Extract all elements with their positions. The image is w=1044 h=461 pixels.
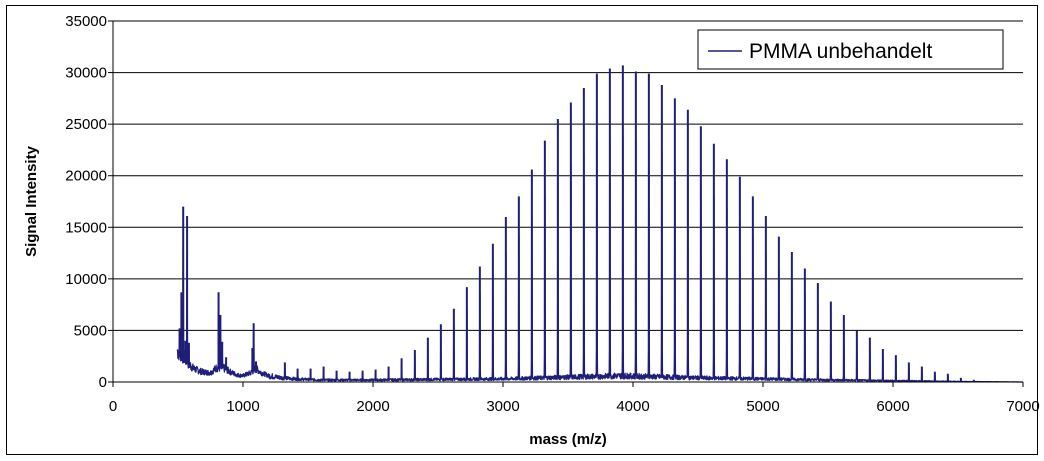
y-tick-label: 5000 bbox=[74, 322, 107, 339]
y-tick-label: 25000 bbox=[65, 116, 107, 133]
x-tick-label: 0 bbox=[109, 398, 117, 415]
plot-area bbox=[113, 21, 1023, 382]
x-tick-label: 1000 bbox=[226, 398, 259, 415]
y-tick-label: 10000 bbox=[65, 271, 107, 288]
x-tick-label: 7000 bbox=[1006, 398, 1039, 415]
x-axis-title: mass (m/z) bbox=[529, 431, 607, 448]
x-tick-label: 6000 bbox=[876, 398, 909, 415]
tick-labels: 0 5000 10000 15000 20000 25000 30000 35000 0 1000… bbox=[65, 13, 1039, 415]
y-tick-label: 20000 bbox=[65, 168, 107, 185]
x-tick-label: 3000 bbox=[486, 398, 519, 415]
legend: PMMA unbehandelt bbox=[697, 29, 1004, 70]
y-tick-label: 35000 bbox=[65, 13, 107, 30]
y-tick-label: 15000 bbox=[65, 219, 107, 236]
x-tick-label: 2000 bbox=[356, 398, 389, 415]
series-line-pmma-unbehandelt bbox=[176, 134, 1024, 383]
y-tick-label: 30000 bbox=[65, 65, 107, 82]
series-group bbox=[176, 65, 1024, 383]
axes bbox=[108, 20, 1023, 383]
legend-label: PMMA unbehandelt bbox=[749, 40, 932, 63]
x-tick-label: 4000 bbox=[616, 398, 649, 415]
grid-lines bbox=[113, 20, 1023, 331]
legend-box bbox=[697, 29, 1004, 70]
y-tick-label: 0 bbox=[99, 374, 107, 391]
y-axis-title: Signal Intensity bbox=[23, 145, 40, 257]
x-tick-label: 5000 bbox=[746, 398, 779, 415]
